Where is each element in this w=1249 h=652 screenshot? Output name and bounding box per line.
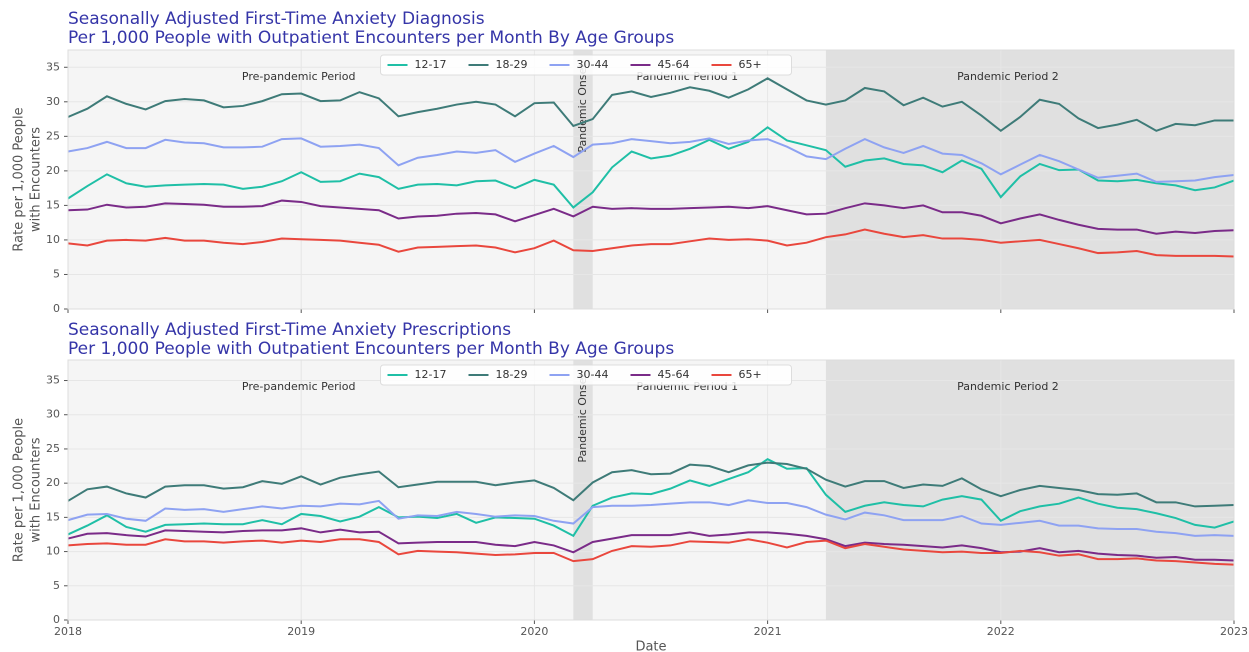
y-tick-label: 10 (46, 545, 60, 558)
x-tick-label: 2022 (987, 625, 1015, 638)
series-line (67, 499, 1235, 537)
y-tick-label: 35 (46, 374, 60, 387)
legend-label: 45-64 (658, 368, 690, 381)
legend-label: 18-29 (496, 58, 528, 71)
period-label: Pre-pandemic Period (242, 70, 356, 83)
series-line (67, 137, 1235, 183)
y-axis-label: Rate per 1,000 People (12, 418, 27, 562)
legend-label: 18-29 (496, 368, 528, 381)
series-line (67, 126, 1235, 209)
legend-label: 65+ (739, 58, 762, 71)
y-tick-label: 5 (53, 579, 60, 592)
chart-title: Per 1,000 People with Outpatient Encount… (68, 28, 674, 48)
y-tick-label: 35 (46, 60, 60, 73)
period-shade (825, 50, 1234, 309)
legend: 12-17 18-29 30-44 45-64 65+ (380, 54, 792, 76)
y-tick-label: 15 (46, 510, 60, 523)
y-tick-label: 10 (46, 233, 60, 246)
period-shade (825, 360, 1234, 620)
y-tick-label: 20 (46, 476, 60, 489)
legend-label: 30-44 (577, 58, 609, 71)
y-tick-label: 5 (53, 267, 60, 280)
x-axis-label: Date (635, 640, 666, 652)
y-tick-label: 25 (46, 442, 60, 455)
series-line (67, 199, 1235, 235)
period-shade (573, 360, 593, 620)
period-shade (573, 50, 593, 309)
series-line (67, 461, 1235, 508)
legend-box (380, 364, 792, 386)
y-tick-label: 0 (53, 613, 60, 626)
chart-title: Seasonally Adjusted First-Time Anxiety P… (68, 320, 511, 340)
y-tick-label: 30 (46, 408, 60, 421)
x-tick-label: 2020 (520, 625, 548, 638)
legend-box (380, 54, 792, 76)
legend-label: 45-64 (658, 58, 690, 71)
y-tick-label: 20 (46, 164, 60, 177)
period-label: Pandemic Onset (576, 373, 589, 463)
series-line (67, 458, 1235, 538)
legend-label: 30-44 (577, 368, 609, 381)
series-line (67, 77, 1234, 133)
y-tick-label: 30 (46, 95, 60, 108)
subplot: Seasonally Adjusted First-Time Anxiety D… (12, 9, 1235, 315)
period-label: Pandemic Period 2 (957, 380, 1059, 393)
series-line (67, 228, 1235, 258)
y-tick-label: 25 (46, 129, 60, 142)
y-axis-label: with Encounters (29, 127, 44, 232)
period-label: Pandemic Onset (576, 63, 589, 153)
chart-title: Per 1,000 People with Outpatient Encount… (68, 339, 674, 359)
legend: 12-17 18-29 30-44 45-64 65+ (380, 364, 792, 386)
period-label: Pre-pandemic Period (242, 380, 356, 393)
y-tick-label: 15 (46, 198, 60, 211)
series-line (67, 538, 1235, 566)
plot-frame (67, 49, 1235, 310)
x-tick-label: 2021 (754, 625, 782, 638)
y-axis-label: with Encounters (29, 437, 44, 542)
x-tick-label: 2023 (1220, 625, 1248, 638)
y-axis-label: Rate per 1,000 People (12, 107, 27, 251)
subplot: Seasonally Adjusted First-Time Anxiety P… (12, 320, 1249, 652)
legend-label: 65+ (739, 368, 762, 381)
x-tick-label: 2019 (287, 625, 315, 638)
legend-label: 12-17 (415, 368, 447, 381)
period-label: Pandemic Period 2 (957, 70, 1059, 83)
legend-label: 12-17 (415, 58, 447, 71)
x-tick-label: 2018 (54, 625, 82, 638)
chart-title: Seasonally Adjusted First-Time Anxiety D… (68, 9, 485, 29)
y-tick-label: 0 (53, 302, 60, 315)
plot-frame (67, 359, 1235, 621)
series-line (67, 527, 1235, 562)
